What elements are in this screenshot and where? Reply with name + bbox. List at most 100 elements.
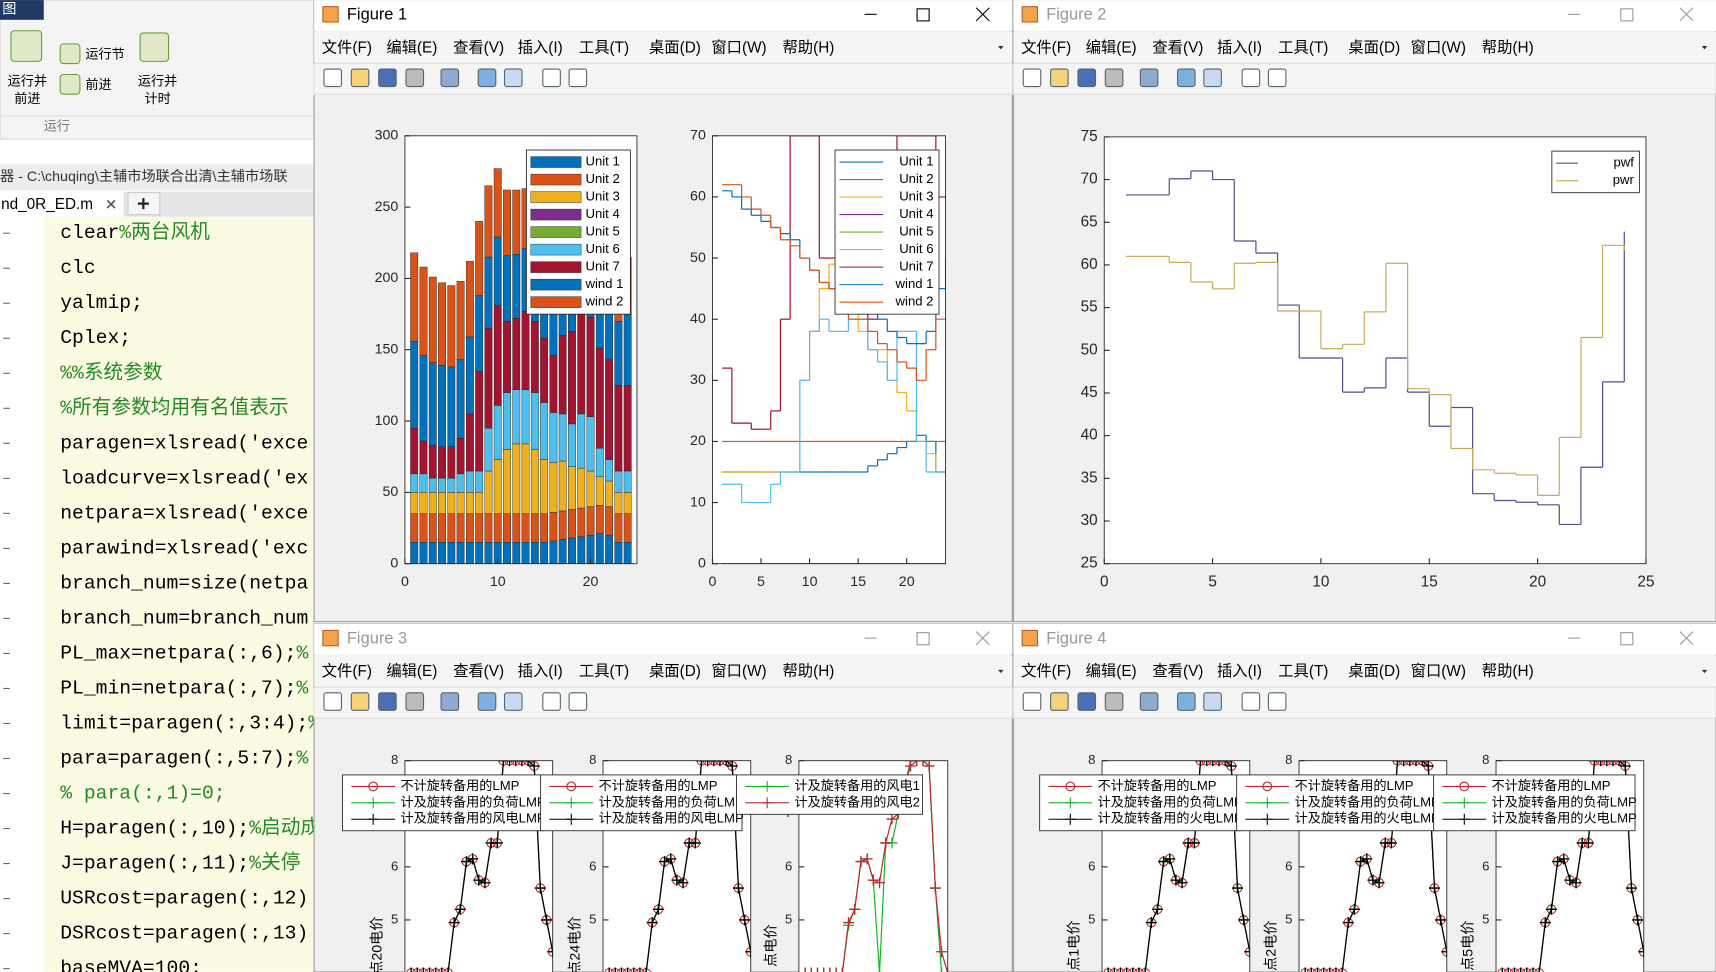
ribbon-button-label[interactable]: 前进 — [85, 76, 111, 92]
ribbon-button-label[interactable]: 前进 — [14, 90, 40, 106]
toolbar-button[interactable] — [1050, 68, 1069, 88]
menu-item[interactable]: 窗口(W) — [1411, 662, 1466, 680]
toolbar-button[interactable] — [440, 692, 460, 711]
close-button[interactable] — [975, 7, 990, 22]
toolbar-button[interactable] — [568, 68, 588, 88]
marker — [1501, 967, 1503, 972]
ribbon-icon[interactable] — [10, 30, 43, 62]
toolbar-button[interactable] — [477, 68, 497, 88]
close-button[interactable] — [1679, 7, 1694, 22]
ribbon-button-label[interactable]: 计时 — [144, 91, 170, 106]
toolbar-button[interactable] — [1077, 68, 1097, 88]
menu-item[interactable]: 工具(T) — [1278, 663, 1328, 680]
menu-item[interactable]: 帮助(H) — [782, 663, 834, 680]
menu-item[interactable]: 插入(I) — [1217, 39, 1262, 56]
bar-segment — [503, 189, 511, 256]
toolbar-button[interactable] — [1077, 692, 1097, 711]
menu-item[interactable]: 帮助(H) — [1482, 39, 1534, 56]
file-tab-label[interactable]: nd_0R_ED.m — [1, 196, 93, 213]
menu-item[interactable]: 文件(F) — [322, 39, 372, 56]
code-comment: %%系统参数 — [60, 361, 163, 384]
window-icon — [322, 629, 339, 647]
menu-item[interactable]: 编辑(E) — [1086, 663, 1137, 680]
toolbar-button[interactable] — [1241, 692, 1261, 711]
toolbar-button[interactable] — [1177, 692, 1196, 711]
maximize-button[interactable] — [916, 8, 930, 22]
menu-item[interactable]: 桌面(D) — [649, 39, 701, 56]
toolbar-button[interactable] — [1267, 692, 1287, 711]
menu-item[interactable]: 窗口(W) — [1411, 38, 1466, 56]
menu-item[interactable]: 工具(T) — [579, 663, 629, 680]
ribbon-button-label[interactable]: 运行并 — [138, 74, 177, 89]
ribbon-button-label[interactable]: 运行并 — [8, 74, 47, 89]
menu-item[interactable]: 工具(T) — [1278, 39, 1328, 56]
ribbon-icon[interactable] — [139, 32, 170, 62]
toolbar-button[interactable] — [440, 68, 460, 88]
toolbar-button[interactable] — [1203, 692, 1222, 711]
menu-item[interactable]: 插入(I) — [1217, 663, 1262, 680]
toolbar-button[interactable] — [542, 68, 561, 88]
toolbar-button[interactable] — [1022, 692, 1042, 711]
menu-item[interactable]: 查看(V) — [1152, 39, 1203, 56]
toolbar-button[interactable] — [323, 692, 342, 711]
file-tab[interactable] — [0, 191, 124, 217]
menu-item[interactable]: 帮助(H) — [1482, 663, 1534, 680]
close-button[interactable] — [1679, 631, 1694, 646]
toolbar-button[interactable] — [1203, 68, 1222, 88]
toolbar-button[interactable] — [542, 692, 561, 711]
menu-item[interactable]: 帮助(H) — [782, 39, 834, 56]
menu-item[interactable]: 桌面(D) — [649, 663, 701, 680]
toolbar-button[interactable] — [568, 692, 588, 711]
x-tick-label: 15 — [850, 574, 866, 590]
toolbar-button[interactable] — [378, 692, 397, 711]
maximize-button[interactable] — [1620, 632, 1634, 646]
close-button[interactable] — [975, 631, 990, 646]
toolbar-button[interactable] — [405, 692, 425, 711]
menu-item[interactable]: 文件(F) — [1021, 39, 1071, 56]
marker — [1507, 967, 1509, 972]
toolbar-button[interactable] — [323, 68, 342, 88]
toolbar-button[interactable] — [1241, 68, 1261, 88]
menu-item[interactable]: 文件(F) — [322, 663, 372, 680]
menu-item[interactable]: 窗口(W) — [711, 662, 766, 680]
menu-item[interactable]: 桌面(D) — [1348, 39, 1400, 56]
y-tick-label: 6 — [391, 858, 398, 873]
menu-item[interactable]: 插入(I) — [518, 663, 563, 680]
ribbon-icon[interactable] — [59, 43, 81, 65]
toolbar-button[interactable] — [350, 692, 370, 711]
menu-item[interactable]: 编辑(E) — [1086, 39, 1137, 56]
toolbar-button[interactable] — [1050, 692, 1069, 711]
menu-item[interactable]: 查看(V) — [453, 663, 504, 680]
y-tick-label: 100 — [375, 413, 399, 429]
toolbar-button[interactable] — [477, 692, 497, 711]
toolbar-button[interactable] — [1104, 692, 1124, 711]
menu-item[interactable]: 查看(V) — [1152, 663, 1203, 680]
close-tab-icon[interactable] — [106, 199, 116, 209]
toolbar-button[interactable] — [1139, 68, 1159, 88]
bar-segment — [475, 513, 484, 543]
menu-item[interactable]: 窗口(W) — [711, 38, 766, 56]
maximize-button[interactable] — [1620, 8, 1634, 22]
toolbar-button[interactable] — [378, 68, 397, 88]
toolbar-button[interactable] — [1139, 692, 1159, 711]
ribbon-icon[interactable] — [59, 73, 81, 95]
menu-item[interactable]: 编辑(E) — [386, 663, 437, 680]
menu-item[interactable]: 桌面(D) — [1348, 663, 1400, 680]
ribbon-button-label[interactable]: 运行节 — [85, 46, 124, 61]
toolbar-button[interactable] — [1104, 68, 1124, 88]
maximize-button[interactable] — [916, 632, 930, 646]
toolbar-button[interactable] — [1177, 68, 1196, 88]
toolbar-button[interactable] — [405, 68, 425, 88]
menu-item[interactable]: 文件(F) — [1021, 663, 1071, 680]
toolbar-button[interactable] — [503, 68, 523, 88]
bar-segment — [521, 542, 530, 564]
toolbar-button[interactable] — [503, 692, 523, 711]
menu-item[interactable]: 编辑(E) — [386, 39, 437, 56]
toolbar-button[interactable] — [1267, 68, 1287, 88]
marker — [1158, 856, 1170, 868]
menu-item[interactable]: 查看(V) — [453, 39, 504, 56]
toolbar-button[interactable] — [1022, 68, 1042, 88]
menu-item[interactable]: 工具(T) — [579, 39, 629, 56]
toolbar-button[interactable] — [350, 68, 370, 88]
menu-item[interactable]: 插入(I) — [518, 39, 563, 56]
